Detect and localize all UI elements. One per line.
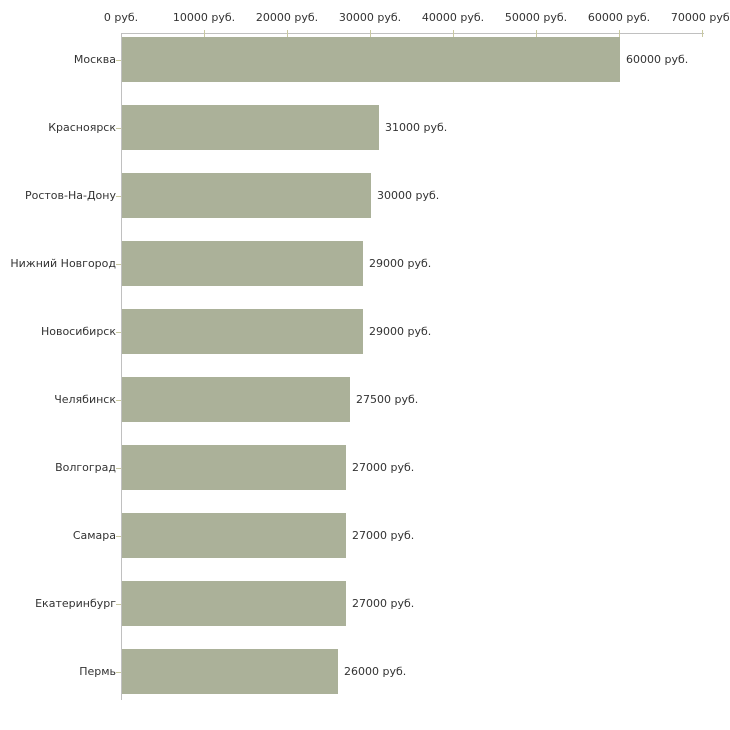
- value-label: 27000 руб.: [352, 597, 415, 610]
- category-label: Волгоград: [55, 461, 116, 474]
- y-axis-tick-mark: [116, 332, 121, 333]
- x-axis-line: [121, 33, 704, 34]
- x-axis-tick-mark: [370, 30, 371, 37]
- category-label: Красноярск: [48, 121, 116, 134]
- y-axis-tick-mark: [116, 60, 121, 61]
- y-axis-tick-mark: [116, 400, 121, 401]
- category-label: Ростов-На-Дону: [24, 189, 116, 202]
- y-axis-tick-mark: [116, 128, 121, 129]
- x-axis-tick-mark: [702, 30, 703, 37]
- y-axis-tick-mark: [116, 264, 121, 265]
- category-label: Москва: [73, 53, 116, 66]
- y-axis-line: [121, 33, 122, 700]
- x-axis-tick-label: 70000 руб.: [670, 11, 730, 24]
- value-label: 26000 руб.: [344, 665, 407, 678]
- category-label: Екатеринбург: [35, 597, 116, 610]
- bar: [122, 513, 346, 558]
- x-axis-tick-mark: [619, 30, 620, 37]
- bar: [122, 37, 620, 82]
- bar: [122, 309, 363, 354]
- category-label: Самара: [72, 529, 116, 542]
- x-axis-tick-label: 40000 руб.: [421, 11, 485, 24]
- x-axis-tick-mark: [204, 30, 205, 37]
- y-axis-tick-mark: [116, 468, 121, 469]
- bar: [122, 581, 346, 626]
- x-axis-tick-label: 20000 руб.: [255, 11, 319, 24]
- category-label: Нижний Новгород: [10, 257, 116, 270]
- value-label: 60000 руб.: [626, 53, 689, 66]
- y-axis-tick-mark: [116, 196, 121, 197]
- bar: [122, 173, 371, 218]
- category-label: Пермь: [79, 665, 116, 678]
- bar: [122, 105, 379, 150]
- value-label: 29000 руб.: [369, 325, 432, 338]
- value-label: 27000 руб.: [352, 461, 415, 474]
- x-axis-tick-label: 50000 руб.: [504, 11, 568, 24]
- category-label: Новосибирск: [40, 325, 116, 338]
- x-axis-tick-label: 10000 руб.: [172, 11, 236, 24]
- value-label: 31000 руб.: [385, 121, 448, 134]
- bar: [122, 377, 350, 422]
- bar: [122, 241, 363, 286]
- bar: [122, 445, 346, 490]
- y-axis-tick-mark: [116, 672, 121, 673]
- value-label: 27000 руб.: [352, 529, 415, 542]
- y-axis-tick-mark: [116, 604, 121, 605]
- x-axis-tick-label: 30000 руб.: [338, 11, 402, 24]
- x-axis-tick-mark: [453, 30, 454, 37]
- x-axis-tick-label: 0 руб.: [103, 11, 139, 24]
- value-label: 30000 руб.: [377, 189, 440, 202]
- category-label: Челябинск: [54, 393, 116, 406]
- bar: [122, 649, 338, 694]
- value-label: 27500 руб.: [356, 393, 419, 406]
- value-label: 29000 руб.: [369, 257, 432, 270]
- x-axis-tick-mark: [536, 30, 537, 37]
- x-axis-tick-label: 60000 руб.: [587, 11, 651, 24]
- y-axis-tick-mark: [116, 536, 121, 537]
- x-axis-tick-mark: [287, 30, 288, 37]
